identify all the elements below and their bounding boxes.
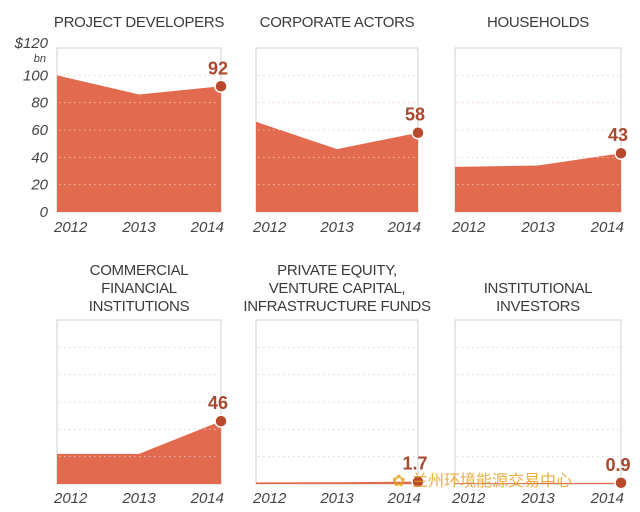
x-tick-label: 2013: [121, 490, 156, 507]
panel-title-line: HOUSEHOLDS: [487, 14, 589, 31]
panel-1: PROJECT DEVELOPERS 92 2012 2013 2014: [53, 14, 228, 236]
y-tick-label: 40: [31, 149, 48, 166]
y-tick-label: 60: [31, 122, 48, 139]
x-tick-label: 2014: [387, 219, 421, 236]
end-value-label: 58: [405, 105, 425, 125]
panel-title-line: CORPORATE ACTORS: [260, 14, 415, 31]
area-series: [455, 482, 621, 484]
panel-3: HOUSEHOLDS 43 2012 2013 2014: [451, 14, 628, 236]
area-series: [57, 421, 221, 484]
panel-title-line: PROJECT DEVELOPERS: [54, 14, 225, 31]
x-tick-label: 2013: [319, 490, 354, 507]
x-tick-label: 2014: [590, 490, 624, 507]
end-point-marker: [214, 414, 228, 428]
end-value-label: 46: [208, 393, 228, 413]
x-tick-label: 2012: [252, 219, 287, 236]
panel-title-line: PRIVATE EQUITY,: [277, 262, 397, 279]
panel-title-line: VENTURE CAPITAL,: [269, 280, 406, 297]
x-tick-label: 2012: [53, 219, 88, 236]
wechat-icon: ✿: [392, 471, 405, 490]
area-series: [256, 121, 418, 212]
y-unit-sub-label: bn: [34, 53, 46, 65]
x-tick-label: 2012: [53, 490, 88, 507]
x-tick-label: 2014: [590, 219, 624, 236]
end-point-marker: [411, 125, 425, 140]
x-tick-label: 2014: [387, 490, 421, 507]
area-series: [57, 75, 221, 212]
x-tick-label: 2013: [121, 219, 156, 236]
panel-2: CORPORATE ACTORS 58 2012 2013 2014: [252, 14, 425, 236]
x-tick-label: 2014: [190, 219, 224, 236]
watermark-text: 兰州环境能源交易中心: [412, 471, 572, 490]
end-value-label: 1.7: [402, 454, 427, 474]
end-point-marker: [614, 476, 628, 490]
y-unit-label: $120: [14, 35, 49, 52]
area-series: [256, 481, 418, 484]
panel-title-line: INSTITUTIONAL: [484, 280, 593, 297]
x-tick-label: 2013: [319, 219, 354, 236]
x-tick-label: 2012: [451, 490, 486, 507]
panel-title-line: INFRASTRUCTURE FUNDS: [243, 298, 431, 315]
y-tick-label: 80: [31, 95, 48, 112]
end-point-marker: [214, 79, 228, 94]
area-series: [455, 153, 621, 212]
panel-title-line: FINANCIAL: [101, 280, 177, 297]
x-tick-label: 2012: [451, 219, 486, 236]
y-tick-label: 20: [30, 177, 48, 194]
watermark: ✿ 兰州环境能源交易中心: [392, 471, 572, 490]
x-tick-label: 2013: [520, 219, 555, 236]
end-point-marker: [614, 146, 628, 160]
end-value-label: 92: [208, 58, 228, 78]
panel-title-line: INSTITUTIONS: [89, 298, 190, 315]
end-value-label: 43: [608, 125, 628, 145]
x-tick-label: 2013: [520, 490, 555, 507]
panel-title-line: INVESTORS: [496, 298, 580, 315]
x-tick-label: 2012: [252, 490, 287, 507]
x-tick-label: 2014: [190, 490, 224, 507]
end-value-label: 0.9: [605, 455, 630, 475]
y-tick-label: 100: [23, 67, 49, 84]
end-point-marker: [411, 474, 425, 489]
panel-title-line: COMMERCIAL: [90, 262, 189, 279]
panel-5: PRIVATE EQUITY,VENTURE CAPITAL,INFRASTRU…: [243, 262, 431, 507]
y-tick-label: 0: [40, 204, 49, 221]
